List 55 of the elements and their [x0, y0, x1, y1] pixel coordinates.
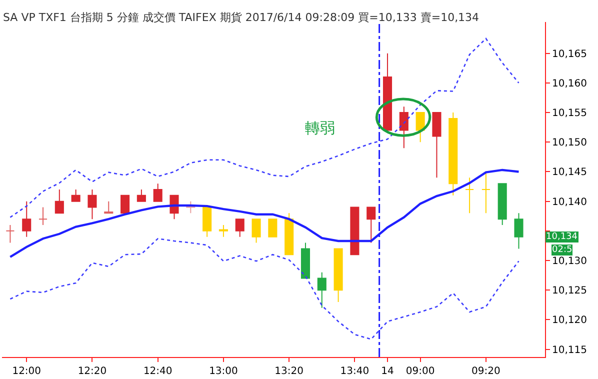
candlestick	[136, 189, 146, 202]
candlestick	[334, 248, 343, 302]
candlestick	[448, 112, 458, 196]
candlestick	[268, 218, 278, 238]
x-tick-label: 09:20	[472, 366, 500, 377]
candlestick	[432, 112, 442, 178]
x-tick-label: 13:40	[340, 366, 370, 377]
candlestick	[54, 189, 64, 214]
text: 02:5	[552, 245, 572, 255]
y-tick-label: 10,165	[552, 48, 587, 60]
candlestick	[6, 224, 15, 244]
candlestick	[382, 52, 392, 131]
annotation: 轉弱	[305, 119, 335, 137]
candlestick	[514, 212, 524, 250]
candlestick	[498, 183, 507, 226]
candlestick	[235, 218, 244, 238]
line-series	[10, 38, 520, 218]
candlestick	[38, 206, 48, 226]
y-tick-label: 10,150	[552, 138, 587, 149]
candlestick	[481, 171, 490, 214]
line-series	[10, 238, 520, 340]
candlestick	[88, 189, 97, 220]
candlestick	[284, 212, 294, 256]
candlestick	[22, 200, 32, 238]
x-tick-label: 12:00	[12, 366, 42, 377]
candlestick	[300, 242, 310, 279]
candlestick	[252, 218, 261, 244]
x-tick-label: 09:00	[406, 366, 435, 377]
candlestick	[120, 194, 130, 214]
y-tick-label: 10,115	[552, 344, 587, 356]
candlestick	[350, 206, 360, 256]
x-tick-label: 13:00	[209, 366, 238, 377]
y-tick-label: 10,160	[552, 78, 587, 90]
candlestick	[71, 189, 80, 202]
candlestick	[104, 200, 114, 214]
candlestick	[153, 183, 162, 202]
x-tick-label: 13:20	[274, 366, 304, 377]
candlestick	[399, 106, 408, 149]
x-tick-label: 14	[381, 366, 394, 377]
y-tick-label: 10,140	[552, 196, 587, 208]
x-tick-label: 12:20	[78, 366, 107, 377]
chart-title: SA VP TXF1 台指期 5 分鐘 成交價 TAIFEX 期貨 2017/6/14 09:28:09 買=10,133 賣=10,134	[2, 10, 480, 24]
y-tick-label: 10,155	[552, 108, 587, 120]
candlestick	[218, 224, 228, 238]
y-tick-label: 10,130	[552, 256, 587, 268]
annotation: 10,134	[546, 232, 578, 242]
y-tick-label: 10,125	[552, 286, 587, 297]
y-tick-label: 10,145	[552, 167, 587, 178]
candlestick	[202, 206, 212, 238]
y-tick-label: 10,120	[552, 315, 587, 326]
candlestick	[317, 272, 326, 308]
candlestick	[366, 206, 376, 244]
candlestick	[416, 112, 425, 143]
candlestick	[465, 177, 474, 214]
x-tick-label: 12:40	[143, 366, 172, 377]
